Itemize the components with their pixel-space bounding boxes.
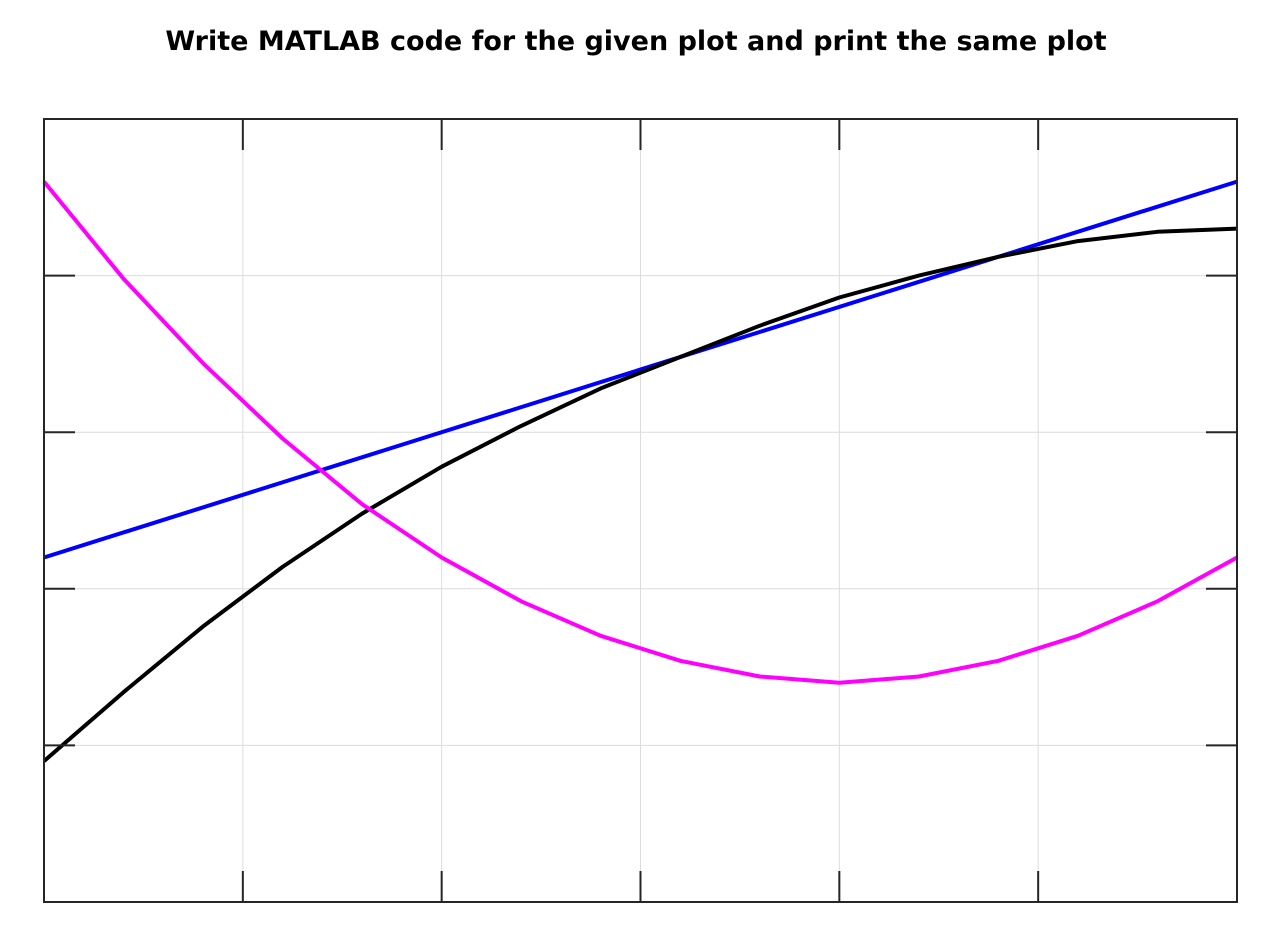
page-title: Write MATLAB code for the given plot and…: [165, 26, 1107, 57]
series-line-blue: [43, 179, 1238, 560]
grid-lines: [44, 119, 1237, 902]
series-lines: [42, 179, 1238, 763]
series-line-magenta: [42, 180, 1238, 685]
series-line-black: [42, 226, 1238, 763]
axis-ticks: [43, 118, 1238, 903]
